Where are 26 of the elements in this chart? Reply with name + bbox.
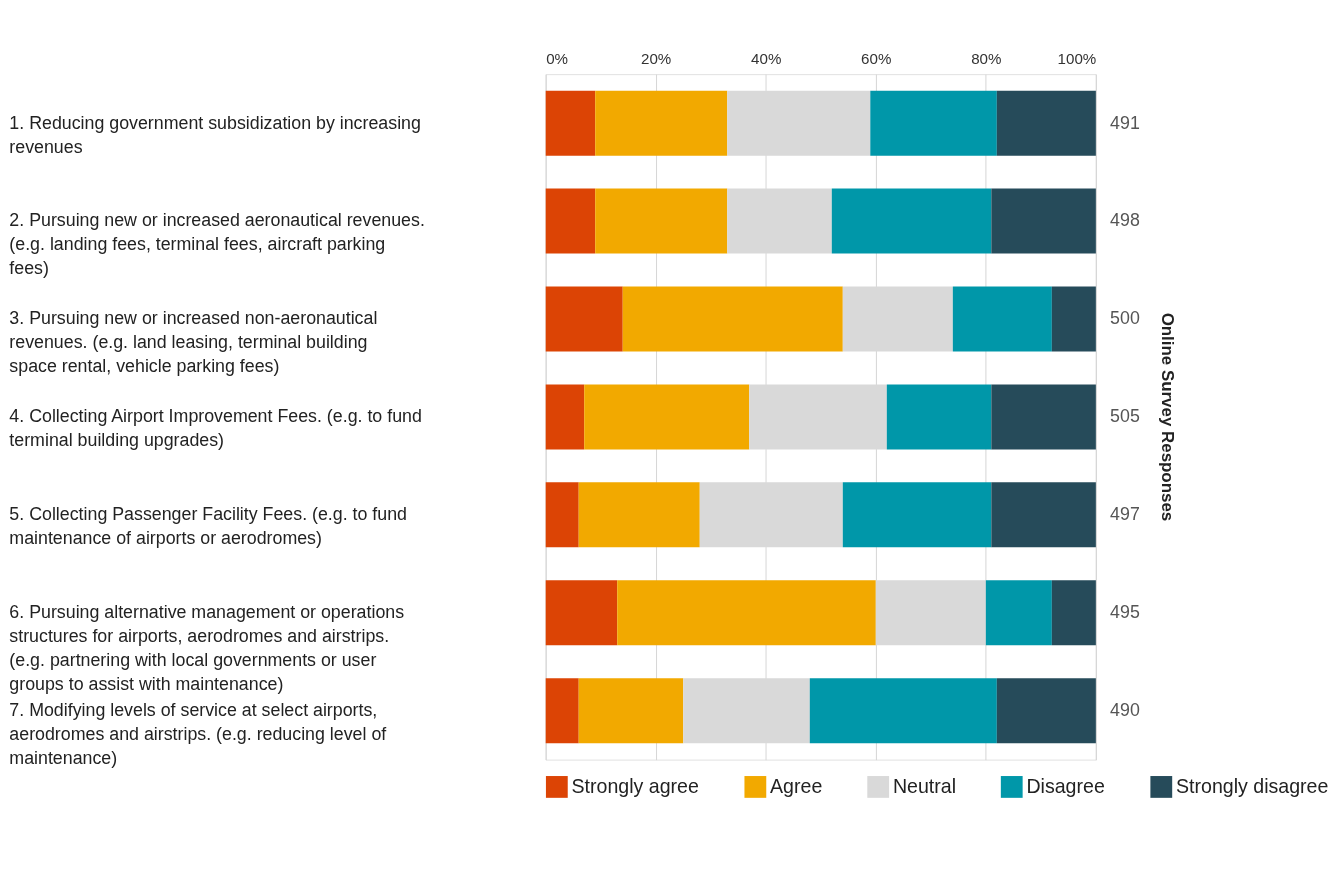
text: 500 [1110, 308, 1140, 329]
legend-label: Disagree [1026, 775, 1105, 798]
text: 505 [1110, 406, 1140, 427]
x-tick-label: 60% [861, 49, 892, 67]
y-tick-label: 1. Reducing government subsidization by increasing revenues [9, 112, 421, 157]
legend-label: Agree [770, 775, 823, 798]
legend-label: Strongly agree [571, 775, 699, 798]
x-tick-label: 100% [1057, 49, 1097, 67]
y2-axis-title: Online Survey Responses [1157, 312, 1177, 522]
text: 497 [1110, 504, 1140, 525]
text: 490 [1110, 700, 1140, 721]
text: 491 [1110, 112, 1140, 133]
x-tick-label: 0% [546, 49, 569, 67]
y-tick-label: 7. Modifying levels of service at select airports, aerodromes and airstrips. (e.g. reducing level of maintenance) [9, 700, 387, 769]
y-tick-label: 6. Pursuing alternative management or operations structures for airports, aerodromes and airstrips. (e.g. partnering with local governments or user groups to assist with maintenance) [9, 602, 405, 695]
x-tick-label: 80% [971, 49, 1002, 67]
x-tick-label: 20% [641, 49, 672, 67]
y-tick-label: 2. Pursuing new or increased aeronautical revenues. (e.g. landing fees, terminal fees, aircraft parking fees) [9, 210, 425, 279]
legend-label: Neutral [892, 775, 957, 798]
x-tick-label: 40% [751, 49, 782, 67]
y-tick-label: 3. Pursuing new or increased non-aeronautical revenues. (e.g. land leasing, terminal building space rental, vehicle parking fees) [9, 308, 378, 377]
y-tick-label: 5. Collecting Passenger Facility Fees. (e.g. to fund maintenance of airports or aerodromes) [9, 504, 408, 549]
text: 498 [1110, 210, 1140, 231]
text: 495 [1110, 602, 1140, 623]
y-tick-label: 4. Collecting Airport Improvement Fees. (e.g. to fund terminal building upgrades) [9, 406, 422, 451]
legend-label: Strongly disagree [1175, 775, 1329, 798]
